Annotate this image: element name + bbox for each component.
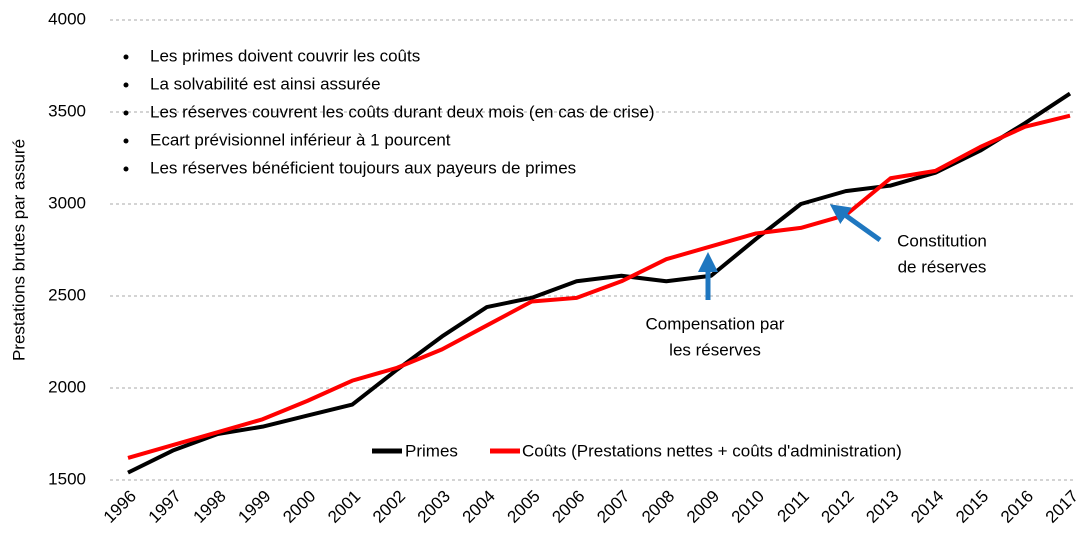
x-tick-label: 1998 xyxy=(190,487,230,527)
annotation-text: les réserves xyxy=(669,340,761,359)
annotation-text: Constitution xyxy=(897,231,987,250)
x-tick-label: 2004 xyxy=(459,487,499,527)
y-tick-label: 1500 xyxy=(48,469,86,488)
legend-label: Primes xyxy=(405,441,458,460)
note: Ecart prévisionnel inférieur à 1 pourcen… xyxy=(150,130,451,149)
x-tick-label: 2017 xyxy=(1042,487,1082,527)
bullet xyxy=(123,82,129,88)
note: La solvabilité est ainsi assurée xyxy=(150,74,381,93)
y-tick-label: 2500 xyxy=(48,285,86,304)
x-tick-label: 2008 xyxy=(638,487,678,527)
x-tick-label: 2010 xyxy=(728,487,768,527)
line-series xyxy=(127,113,1071,460)
note: Les réserves bénéficient toujours aux pa… xyxy=(150,158,576,177)
x-tick-label: 1999 xyxy=(234,487,274,527)
annotation-text: de réserves xyxy=(898,257,987,276)
note: Les réserves couvrent les coûts durant d… xyxy=(150,102,655,121)
x-tick-label: 2001 xyxy=(324,487,364,527)
x-tick-label: 2007 xyxy=(593,487,633,527)
bullet xyxy=(123,54,129,60)
annotation-text: Compensation par xyxy=(646,314,785,333)
x-tick-label: 2005 xyxy=(504,487,544,527)
bullet xyxy=(123,166,129,172)
x-tick-label: 2011 xyxy=(774,487,813,526)
x-tick-label: 2009 xyxy=(683,487,723,527)
bullet xyxy=(123,110,129,116)
legend-label: Coûts (Prestations nettes + coûts d'admi… xyxy=(522,441,902,460)
y-tick-label: 2000 xyxy=(48,377,86,396)
x-tick-label: 2015 xyxy=(952,487,992,527)
x-tick-label: 2006 xyxy=(548,487,588,527)
x-tick-label: 2012 xyxy=(818,487,858,527)
x-tick-label: 2002 xyxy=(369,487,409,527)
x-tick-label: 2003 xyxy=(414,487,454,527)
y-tick-label: 4000 xyxy=(48,9,86,28)
annotation-arrow xyxy=(829,204,882,243)
y-tick-label: 3500 xyxy=(48,101,86,120)
x-tick-label: 1997 xyxy=(145,487,185,527)
x-tick-label: 2013 xyxy=(862,487,902,527)
line-series xyxy=(127,91,1072,475)
x-tick-label: 2016 xyxy=(997,487,1037,527)
y-tick-label: 3000 xyxy=(48,193,86,212)
y-axis-label: Prestations brutes par assuré xyxy=(9,139,28,361)
x-tick-label: 2014 xyxy=(907,487,947,527)
x-tick-label: 1996 xyxy=(100,487,140,527)
note: Les primes doivent couvrir les coûts xyxy=(150,46,420,65)
bullet xyxy=(123,138,129,144)
x-tick-label: 2000 xyxy=(279,487,319,527)
